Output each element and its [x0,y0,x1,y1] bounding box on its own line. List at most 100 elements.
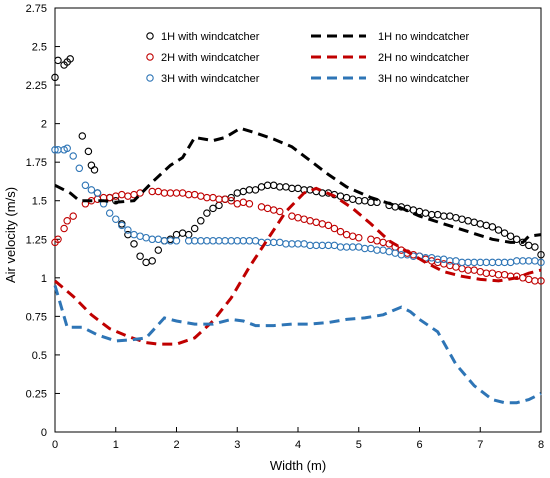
data-point [221,195,229,203]
data-point [233,189,242,197]
data-point [239,198,248,207]
data-point [294,184,302,193]
data-point [330,241,339,250]
y-tick-label: 1.25 [26,234,47,246]
y-axis-label: Air velocity (m/s) [3,187,18,283]
data-point [525,275,533,284]
data-point [160,237,169,245]
data-point [500,270,509,279]
data-point [154,235,163,244]
series-1h-no-windcatcher [54,126,542,244]
data-point [51,146,59,154]
series-3h-with-windcatcher [51,144,545,267]
data-point [60,224,68,233]
data-point [379,238,387,247]
x-tick-label: 8 [538,439,544,451]
data-point [215,237,223,245]
data-point [221,237,229,245]
data-point [379,246,387,254]
data-point [464,266,472,274]
data-point [263,181,272,190]
legend-label: 1H with windcatcher [161,31,260,43]
data-point [367,198,375,207]
data-point [239,187,248,196]
data-point [464,217,472,225]
y-tick-label: 2.5 [32,42,47,54]
x-tick-label: 1 [113,439,119,451]
data-point [81,181,90,190]
data-point [172,237,181,245]
legend-item: 3H no windcatcher [311,73,469,85]
data-point [440,255,448,264]
data-point [519,238,527,247]
data-point [209,193,217,202]
legend-item: 2H with windcatcher [146,52,260,64]
data-point [184,230,193,239]
data-point [154,187,163,196]
data-point [87,186,96,194]
data-point [312,241,320,250]
data-point [361,196,369,205]
data-point [148,187,156,196]
data-point [172,230,181,239]
data-point [154,246,163,254]
data-point [519,257,527,265]
series-2h-with-windcatcher [51,187,545,285]
data-point [537,250,545,259]
data-point [391,249,399,257]
y-tick-label: 2 [41,119,47,131]
data-point [69,152,77,160]
data-point [446,212,454,220]
series-2h-no-windcatcher [54,186,542,346]
legend-label: 2H no windcatcher [378,52,469,64]
data-point [342,230,351,239]
data-point [269,181,278,190]
data-point [136,232,144,240]
data-point [130,240,138,248]
data-point [288,212,296,220]
data-point [440,212,448,220]
x-tick-label: 7 [477,439,483,451]
data-point [124,226,132,234]
data-point [197,217,205,225]
x-axis-label: Width (m) [270,458,326,473]
data-point [172,189,181,197]
data-point [288,184,296,193]
data-point [300,215,308,223]
y-axis: 0 0.25 0.5 0.75 1 1.25 1.5 1.75 2 2.25 2.5 2.75 [26,3,60,439]
legend-label: 3H with windcatcher [161,73,260,85]
legend-label: 1H no windcatcher [378,31,469,43]
data-point [105,209,114,217]
data-point [348,232,357,240]
data-point [421,209,430,217]
data-point [336,243,345,251]
data-point [78,132,87,140]
series-line-3h-no-windcatcher [53,285,542,405]
data-point [288,240,296,248]
data-point [184,190,193,199]
x-tick-label: 0 [52,439,58,451]
y-tick-label: 1.75 [26,157,47,169]
data-point [470,218,478,227]
data-point [215,201,223,210]
data-point [367,244,375,253]
data-point [452,257,460,265]
plot-border [54,7,542,433]
data-point [75,164,84,173]
data-point [227,237,235,245]
series-3h-no-windcatcher [53,285,542,405]
data-point [476,267,485,276]
data-point [494,270,503,279]
data-point [251,237,260,245]
data-point [294,240,302,248]
data-point [476,258,485,267]
data-point [324,221,333,230]
data-point [69,212,77,220]
y-tick-label: 1.5 [32,196,47,208]
data-point [203,209,211,217]
data-point [269,238,278,247]
y-tick-label: 1 [41,273,47,285]
data-point [506,232,515,240]
data-point [112,192,120,200]
